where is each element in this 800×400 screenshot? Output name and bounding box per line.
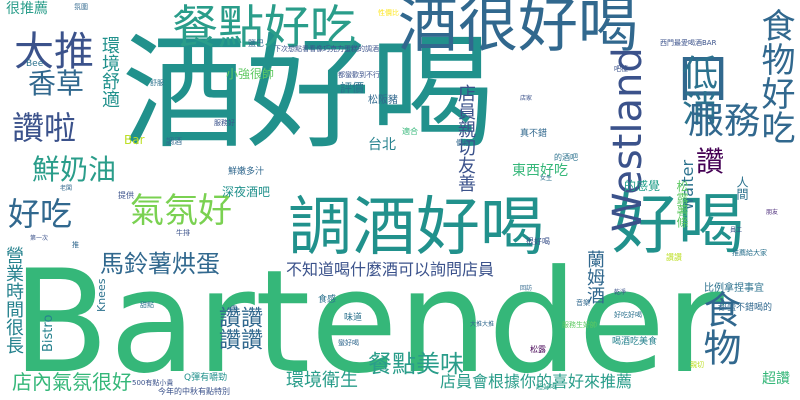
cloud-word: 調酒 (166, 137, 182, 146)
cloud-word: 東西好吃 (512, 163, 568, 179)
cloud-word: 適合 (402, 127, 418, 136)
cloud-word: 第一次 (30, 235, 49, 242)
cloud-word: Bistro (41, 314, 56, 352)
cloud-word: 服務好 (214, 119, 235, 127)
cloud-word: 貴 (230, 305, 238, 314)
cloud-word: 蠻好喝 (338, 339, 359, 347)
cloud-word: 餐點美味 (368, 350, 464, 378)
cloud-word: 店家 (520, 95, 533, 102)
cloud-word: 不知道喝什麼酒可以詢問店員 (286, 260, 495, 279)
cloud-word: Q彈有嚼勁 (184, 373, 228, 383)
cloud-word: 親切 (690, 361, 704, 369)
cloud-word: 西門最愛喝酒BAR (660, 39, 717, 47)
cloud-word: 好吃 (8, 195, 73, 233)
cloud-word: 老闆 (60, 185, 73, 192)
cloud-word: 口 (676, 47, 730, 110)
cloud-word: Westland (605, 47, 651, 232)
cloud-word: 女生 (540, 175, 553, 182)
cloud-word: 低消 (676, 54, 717, 126)
cloud-word: 讚讚 (237, 306, 262, 350)
cloud-word: 深夜酒吧 (222, 185, 271, 199)
cloud-word: 讚讚 (666, 253, 682, 262)
cloud-word: 都蠻歡到不行 (338, 71, 380, 79)
cloud-word: Bar (124, 133, 145, 147)
cloud-word: 乾淨 (614, 289, 627, 296)
cloud-word: 調酒好喝 (288, 191, 544, 265)
cloud-word: 松阪豬 (368, 95, 398, 106)
cloud-word: 環境舒適 (99, 36, 120, 108)
cloud-word: 甜點 (140, 301, 154, 309)
cloud-word: 超好喝 (536, 383, 557, 391)
cloud-word: 很好喝 (526, 237, 550, 246)
cloud-word: 比例拿捏事宜 (704, 283, 764, 294)
cloud-word: 喝酒吃美食 (612, 337, 658, 347)
cloud-word: 餐點好吃 (172, 0, 356, 54)
cloud-word: 服務生好帥 (562, 321, 597, 329)
cloud-word: 好喝 (612, 186, 744, 263)
cloud-word: 台北 (368, 137, 396, 153)
cloud-word: 氛圍 (74, 3, 88, 11)
cloud-word: 氣氛好 (130, 191, 232, 231)
cloud-word: 吧檯 (614, 65, 628, 73)
cloud-word: Bee (26, 59, 44, 69)
cloud-word: 超讚 (762, 371, 790, 387)
cloud-word: 朋友 (766, 209, 779, 216)
cloud-word: 好吃好喝 (614, 311, 642, 319)
cloud-word: 推薦給大家 (732, 249, 767, 257)
cloud-word: 環境衛生 (286, 370, 358, 391)
cloud-word: Knees (95, 278, 108, 312)
cloud-word: 評價 (340, 81, 365, 95)
cloud-word: 今年的中秋有點特別 (158, 387, 230, 396)
cloud-word: 價格 (456, 139, 470, 147)
cloud-word: 松露 (530, 345, 546, 354)
cloud-word: 大推 (14, 29, 94, 75)
cloud-word: 蘭姆酒 (584, 250, 605, 304)
cloud-word: 小強很帥 (226, 67, 275, 81)
cloud-word: 營業時間很長 (3, 246, 24, 354)
cloud-word: 店員親切友善 (455, 84, 476, 192)
cloud-word: 很推薦 (6, 1, 48, 17)
cloud-word: 服務 (688, 101, 761, 142)
cloud-word: 鮮嫩多汁 (228, 167, 265, 177)
cloud-word: 食物好吃 (755, 8, 795, 144)
cloud-word: 提供 (118, 191, 134, 200)
cloud-word: 店內氣氛很好 (12, 370, 132, 394)
cloud-word: 性價比 (378, 9, 399, 17)
cloud-word: 香草 (28, 67, 85, 100)
cloud-word: 的酒吧 (554, 153, 578, 162)
cloud-word: 都蠻不錯喝的 (718, 303, 773, 313)
cloud-word: 店員會根據你的喜好來推薦 (440, 372, 633, 391)
cloud-word: 人間 (735, 176, 749, 200)
cloud-word: 酒好喝 (122, 22, 495, 166)
cloud-word: 的感覺 (624, 179, 661, 193)
cloud-word: 松露薯條 (675, 180, 689, 228)
cloud-word: 讚啦 (12, 109, 77, 147)
cloud-word: 讚讚 (215, 306, 240, 350)
cloud-word: 回訪 (520, 285, 533, 292)
cloud-word: 鹽巴 (248, 39, 264, 48)
cloud-word: 舒服 (150, 79, 164, 87)
cloud-word: Bartender (12, 240, 724, 400)
cloud-word: 馬鈴薯烘蛋 (100, 250, 220, 278)
cloud-word: 員工 (730, 227, 743, 234)
cloud-word: 食感 (318, 295, 337, 305)
cloud-word: 鮮奶油 (32, 153, 117, 186)
cloud-word: 食物 (697, 290, 741, 366)
cloud-word: 真不錯 (520, 129, 548, 139)
cloud-word: 下次想點看看像巧克力蛋糕的調酒 (274, 45, 379, 53)
cloud-word: 音樂 (576, 299, 590, 307)
cloud-word: 味道 (344, 313, 363, 323)
cloud-word: 讚 (696, 145, 725, 178)
cloud-word: 酒很好喝 (398, 0, 638, 61)
cloud-word: 牛排 (176, 229, 190, 237)
cloud-word: 大推大推 (470, 321, 495, 328)
cloud-word: 推 (72, 241, 79, 249)
cloud-word: 500有點小貴 (132, 379, 174, 387)
